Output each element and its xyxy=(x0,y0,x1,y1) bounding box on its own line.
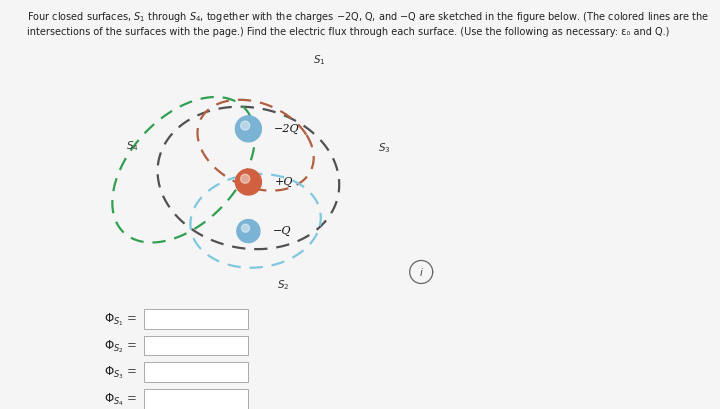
Text: $S_3$: $S_3$ xyxy=(378,142,391,155)
Polygon shape xyxy=(240,174,250,183)
Text: $\Phi_{S_2}$ =: $\Phi_{S_2}$ = xyxy=(104,338,138,355)
Text: $S_2$: $S_2$ xyxy=(277,279,289,292)
Text: $S_1$: $S_1$ xyxy=(313,54,325,67)
Text: $i$: $i$ xyxy=(419,266,423,278)
Text: $\Phi_{S_4}$ =: $\Phi_{S_4}$ = xyxy=(104,391,138,408)
Polygon shape xyxy=(241,224,250,232)
FancyBboxPatch shape xyxy=(144,309,248,329)
Polygon shape xyxy=(235,169,261,195)
Polygon shape xyxy=(235,116,261,142)
Text: $\Phi_{S_3}$ =: $\Phi_{S_3}$ = xyxy=(104,365,138,381)
FancyBboxPatch shape xyxy=(144,389,248,409)
Polygon shape xyxy=(240,121,250,130)
Text: −Q: −Q xyxy=(273,226,292,236)
Text: $\Phi_{S_1}$ =: $\Phi_{S_1}$ = xyxy=(104,312,138,328)
Text: Four closed surfaces, $S_1$ through $S_4$, together with the charges −2Q, Q, and: Four closed surfaces, $S_1$ through $S_4… xyxy=(27,10,710,24)
FancyBboxPatch shape xyxy=(144,362,248,382)
Text: $S_4$: $S_4$ xyxy=(126,139,139,153)
Text: intersections of the surfaces with the page.) Find the electric flux through eac: intersections of the surfaces with the p… xyxy=(27,27,670,36)
FancyBboxPatch shape xyxy=(144,336,248,355)
Text: +Q: +Q xyxy=(274,177,293,187)
Polygon shape xyxy=(237,220,260,243)
Text: −2Q: −2Q xyxy=(274,124,300,134)
